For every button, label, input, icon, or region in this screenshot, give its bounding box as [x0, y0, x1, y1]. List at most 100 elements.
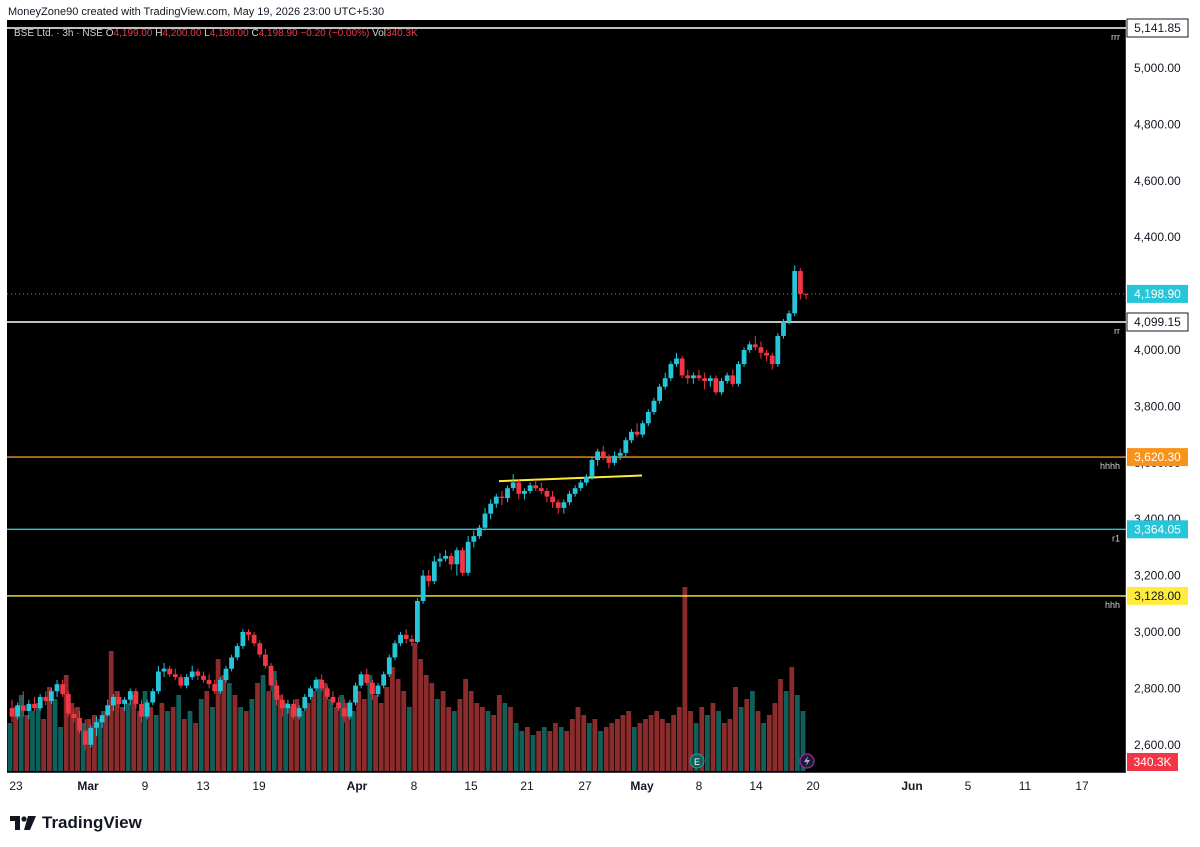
time-tick-label: 8: [696, 779, 703, 793]
time-tick-label: 9: [142, 779, 149, 793]
candle-body: [330, 696, 336, 703]
candle-body: [572, 488, 578, 494]
candle-body: [538, 488, 544, 491]
candle-body: [662, 378, 668, 387]
legend-close-label: C: [251, 28, 259, 39]
level-name: hhhh: [1100, 461, 1120, 471]
candle-body: [26, 703, 32, 711]
earnings-icon[interactable]: E: [689, 753, 705, 769]
candle-body: [415, 601, 420, 642]
candle-body: [617, 452, 623, 456]
candles: [9, 265, 809, 751]
candle-body: [156, 671, 161, 692]
candle-body: [651, 400, 657, 413]
volume-bar: [536, 731, 542, 771]
volume-bar: [159, 703, 165, 771]
volume-bar: [125, 703, 131, 771]
candle-body: [758, 347, 764, 353]
volume-bar: [255, 683, 260, 771]
lightning-icon[interactable]: [799, 753, 815, 769]
volume-bar: [58, 727, 63, 771]
candle-body: [60, 684, 66, 695]
price-tick-label: 4,800.00: [1134, 117, 1181, 131]
volume-bar: [631, 727, 637, 771]
volume-bars: [7, 587, 806, 771]
time-axis[interactable]: [7, 773, 1126, 798]
time-tick-label: 27: [578, 779, 592, 793]
chart-legend: BSE Ltd. · 3h · NSE O4,199.00 H4,200.00 …: [14, 28, 418, 39]
candle-body: [296, 708, 302, 717]
candle-body: [398, 634, 403, 644]
candle-body: [555, 502, 561, 508]
volume-bar: [491, 715, 497, 771]
price-tick-label: 4,400.00: [1134, 230, 1181, 244]
candle-body: [274, 685, 280, 700]
time-tick-label: 5: [965, 779, 972, 793]
price-marker: [1127, 284, 1188, 303]
candle-body: [493, 496, 499, 504]
candle-body: [629, 431, 634, 441]
candle-body: [550, 496, 555, 503]
candle-body: [218, 679, 223, 692]
price-axis[interactable]: [1126, 20, 1190, 798]
candle-body: [392, 643, 398, 658]
price-marker-label: 4,099.15: [1134, 315, 1181, 329]
candle-body: [477, 527, 482, 537]
volume-bar: [47, 687, 52, 771]
volume-bar: [648, 715, 654, 771]
candle-body: [798, 271, 803, 294]
candle-body: [741, 350, 747, 365]
candle-body: [713, 378, 719, 393]
time-tick-label: 13: [196, 779, 210, 793]
candle-body: [533, 485, 539, 489]
candle-body: [32, 703, 37, 709]
volume-bar: [401, 691, 407, 771]
candle-body: [403, 634, 409, 639]
candle-body: [544, 491, 550, 497]
volume-bar: [688, 711, 693, 771]
time-tick-label: 21: [520, 779, 534, 793]
time-tick-label: Jun: [901, 779, 922, 793]
volume-bar: [671, 715, 676, 771]
candle-body: [189, 671, 195, 678]
volume-bar: [328, 699, 333, 771]
volume-bar: [446, 707, 452, 771]
volume-bar: [412, 643, 418, 771]
candle-body: [99, 715, 105, 723]
candle-body: [803, 293, 809, 295]
legend-close: 4,198.90: [258, 28, 298, 39]
volume-bar: [18, 695, 24, 771]
candle-body: [454, 550, 460, 565]
candle-body: [527, 485, 533, 491]
candle-body: [370, 682, 375, 695]
level-name: r1: [1112, 533, 1120, 543]
plot-area[interactable]: [7, 20, 1125, 798]
volume-bar: [378, 703, 384, 771]
time-tick-label: Mar: [77, 779, 99, 793]
volume-bar: [558, 727, 564, 771]
candle-body: [65, 694, 71, 714]
price-marker: [1127, 520, 1188, 539]
candle-body: [792, 271, 798, 314]
tradingview-logo[interactable]: TradingView: [10, 813, 142, 833]
candle-body: [426, 575, 432, 582]
candle-body: [353, 685, 358, 703]
volume-bar: [643, 719, 648, 771]
volume-bar: [581, 715, 587, 771]
candle-body: [308, 688, 313, 697]
price-tick-label: 3,000.00: [1134, 625, 1181, 639]
volume-bar: [356, 691, 362, 771]
volume-bar: [41, 719, 47, 771]
volume-bar: [457, 699, 463, 771]
volume-bar: [620, 715, 626, 771]
volume-bar: [637, 723, 643, 771]
candle-body: [251, 634, 257, 644]
candle-body: [167, 668, 173, 675]
price-marker-label: 5,141.85: [1134, 21, 1181, 35]
candle-body: [229, 657, 234, 669]
volume-bar: [142, 691, 148, 771]
candle-body: [178, 677, 184, 686]
candle-body: [77, 718, 82, 731]
